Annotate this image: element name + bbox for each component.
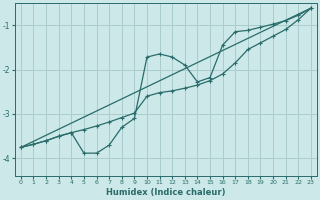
X-axis label: Humidex (Indice chaleur): Humidex (Indice chaleur) [106,188,226,197]
